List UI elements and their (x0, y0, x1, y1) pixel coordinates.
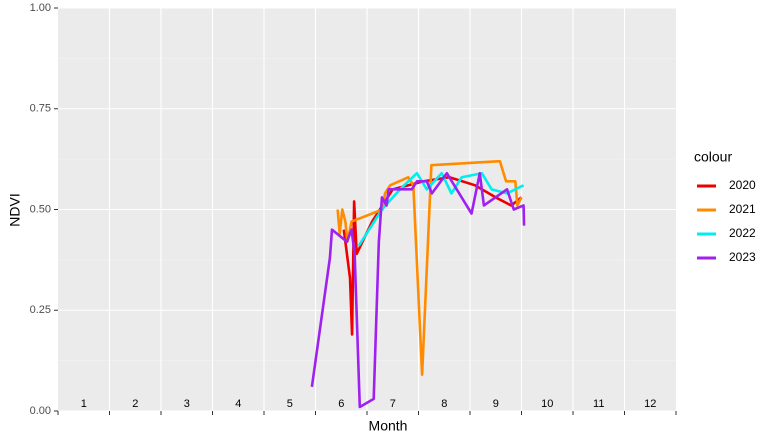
month-label: 6 (338, 398, 344, 410)
x-axis-label: Month (369, 418, 408, 434)
month-label: 4 (235, 398, 241, 410)
y-axis-label: NDVI (7, 193, 23, 226)
y-tick-label: 0.00 (30, 405, 51, 417)
y-tick-label: 0.75 (30, 103, 51, 115)
month-label: 2 (132, 398, 138, 410)
grid (58, 7, 676, 412)
y-tick-label: 0.25 (30, 304, 51, 316)
legend-title: colour (694, 149, 732, 165)
legend-label: 2021 (729, 202, 756, 216)
month-label: 3 (184, 398, 190, 410)
series-line (336, 159, 523, 377)
month-label: 11 (593, 398, 604, 410)
month-label: 10 (541, 398, 553, 410)
month-label: 7 (390, 398, 396, 410)
legend-label: 2020 (729, 178, 756, 192)
legend-label: 2023 (729, 250, 756, 264)
month-label: 12 (644, 398, 656, 410)
month-label: 5 (287, 398, 293, 410)
y-tick-label: 1.00 (30, 2, 51, 14)
marks (310, 159, 526, 409)
month-label: 8 (441, 398, 447, 410)
series-line (310, 171, 526, 409)
month-label: 9 (493, 398, 499, 410)
series-line (357, 171, 525, 247)
month-label: 1 (81, 398, 87, 410)
y-tick-label: 0.50 (30, 203, 51, 215)
legend-label: 2022 (729, 226, 756, 240)
